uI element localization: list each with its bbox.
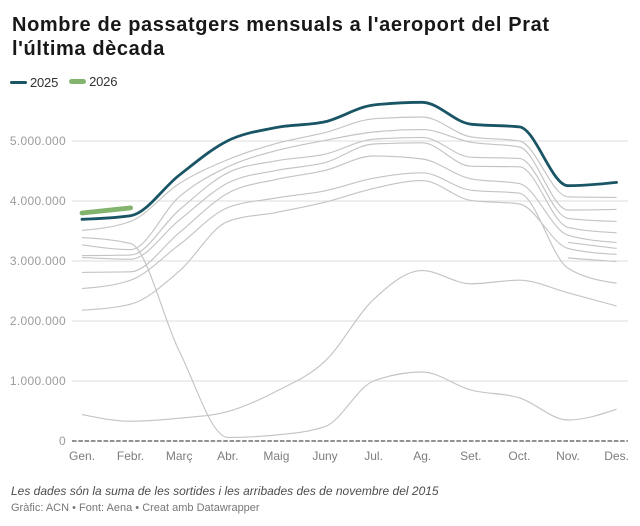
svg-text:Juny: Juny	[312, 449, 337, 463]
svg-text:5.000.000: 5.000.000	[10, 134, 66, 148]
svg-text:1.000.000: 1.000.000	[10, 374, 66, 388]
svg-text:Març: Març	[166, 449, 193, 463]
svg-text:Maig: Maig	[263, 449, 289, 463]
svg-text:3.000.000: 3.000.000	[10, 254, 66, 268]
svg-text:0: 0	[59, 434, 66, 448]
svg-text:2.000.000: 2.000.000	[10, 314, 66, 328]
svg-text:Oct.: Oct.	[508, 449, 530, 463]
svg-text:Jul.: Jul.	[364, 449, 383, 463]
svg-text:Febr.: Febr.	[117, 449, 144, 463]
svg-text:Set.: Set.	[460, 449, 481, 463]
svg-text:Gen.: Gen.	[69, 449, 95, 463]
svg-text:Ag.: Ag.	[413, 449, 431, 463]
svg-text:Abr.: Abr.	[217, 449, 238, 463]
svg-text:Nov.: Nov.	[556, 449, 580, 463]
svg-text:Des.: Des.	[604, 449, 629, 463]
svg-text:4.000.000: 4.000.000	[10, 194, 66, 208]
